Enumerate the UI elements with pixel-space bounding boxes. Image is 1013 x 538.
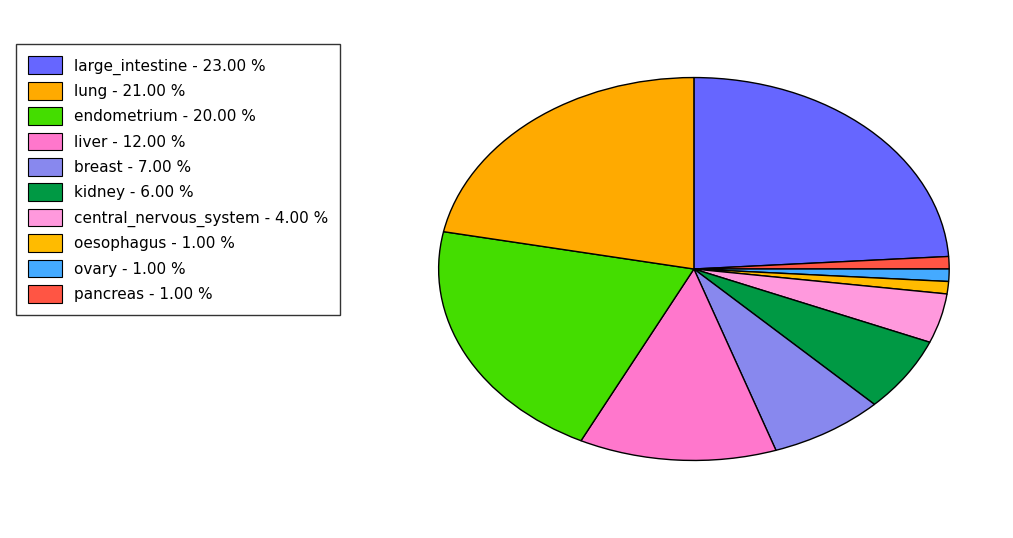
Wedge shape: [694, 77, 948, 269]
Wedge shape: [694, 269, 948, 294]
Wedge shape: [581, 269, 776, 461]
Wedge shape: [439, 232, 694, 441]
Wedge shape: [694, 269, 874, 450]
Wedge shape: [694, 257, 949, 269]
Wedge shape: [694, 269, 949, 281]
Legend: large_intestine - 23.00 %, lung - 21.00 %, endometrium - 20.00 %, liver - 12.00 : large_intestine - 23.00 %, lung - 21.00 …: [16, 44, 340, 315]
Wedge shape: [444, 77, 694, 269]
Wedge shape: [694, 269, 947, 342]
Wedge shape: [694, 269, 930, 405]
